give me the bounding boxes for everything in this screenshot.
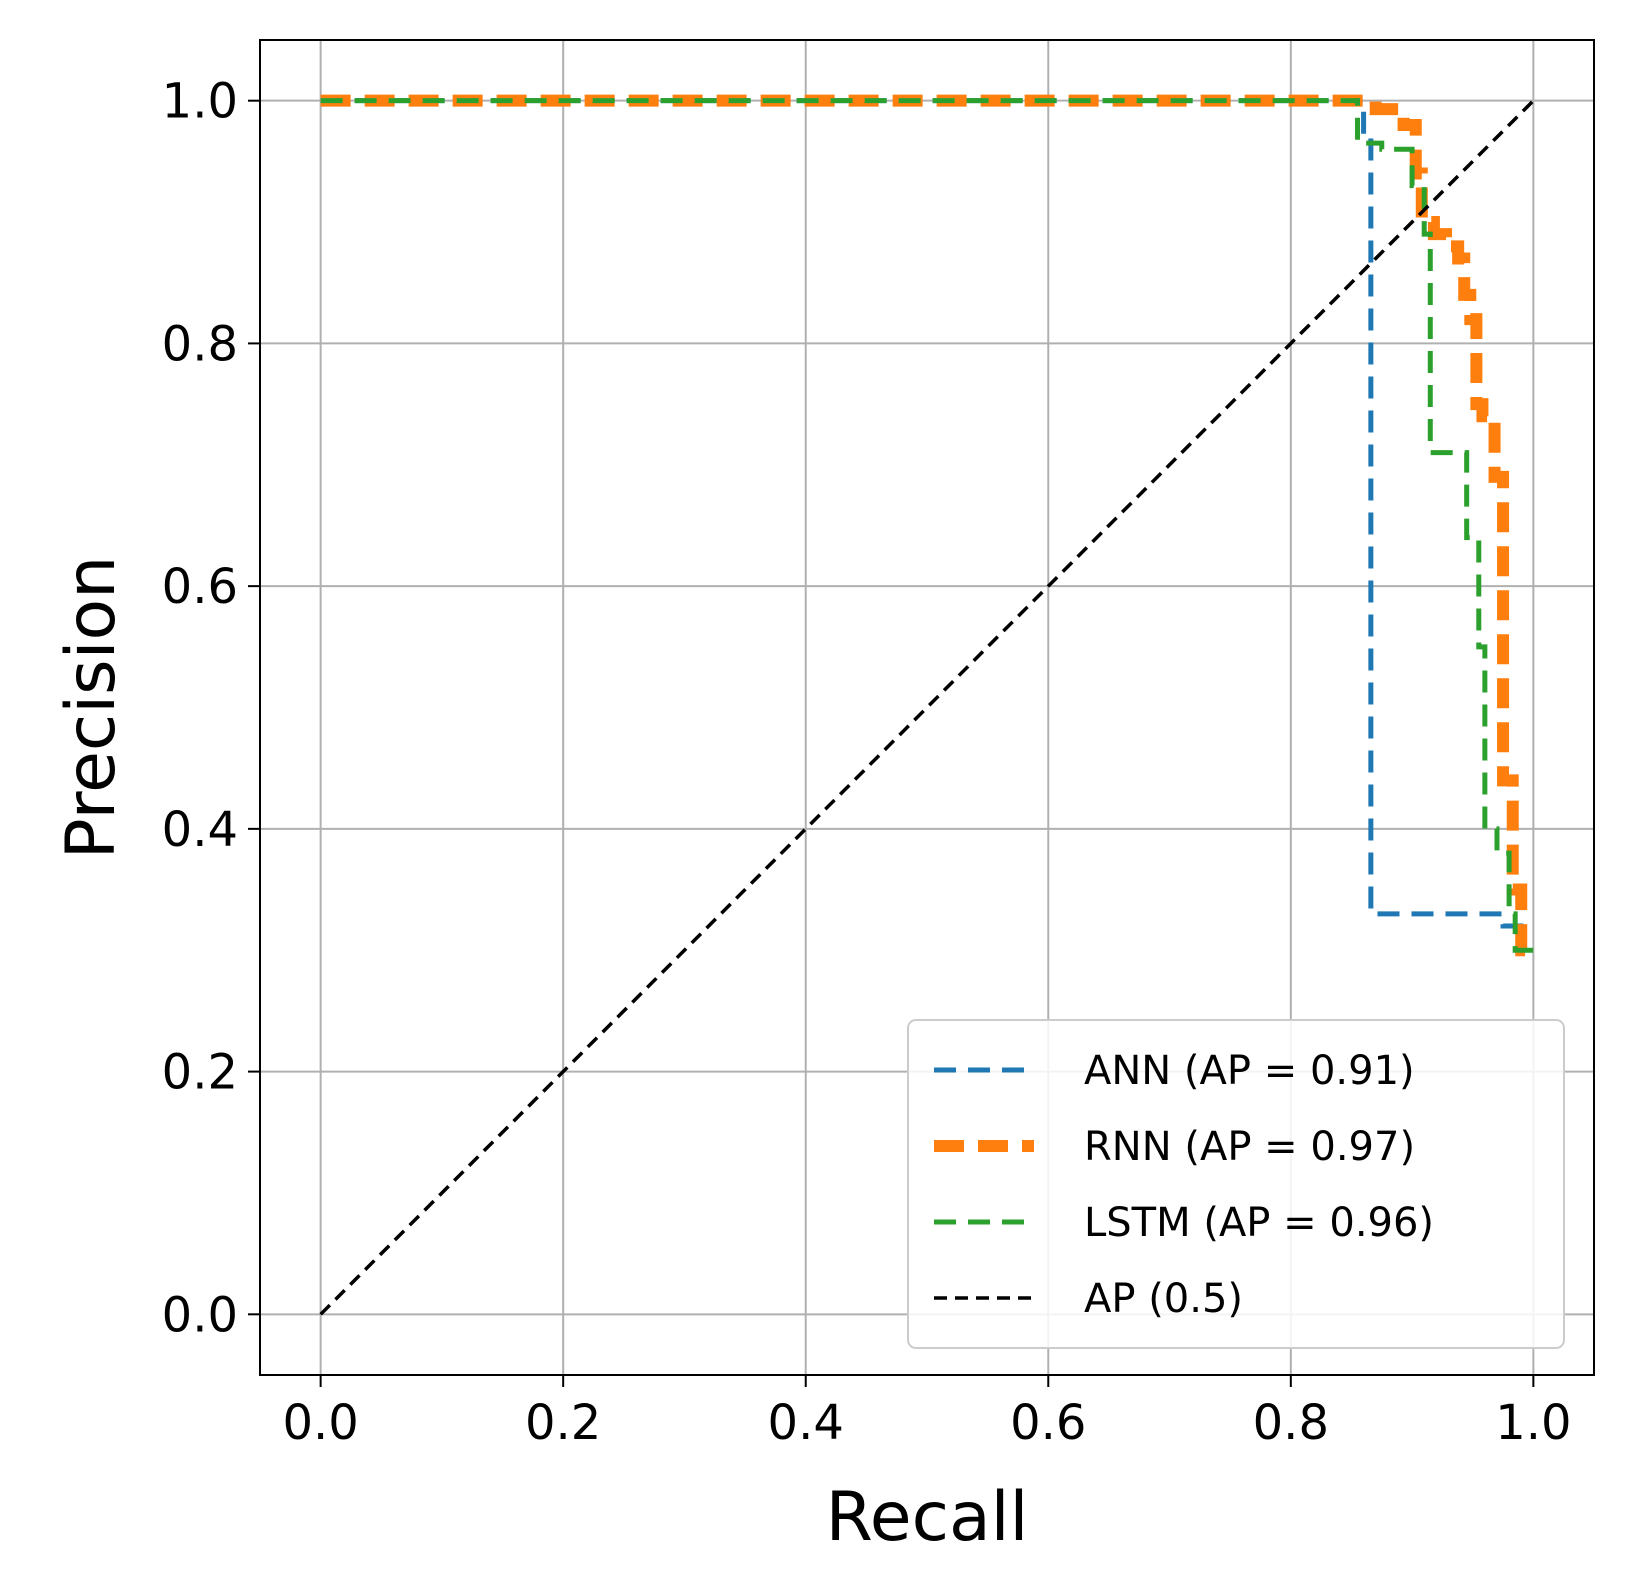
x-tick-label: 0.0 — [282, 1395, 358, 1451]
legend-label: ANN (AP = 0.91) — [1084, 1048, 1415, 1094]
plot-series — [319, 94, 1535, 1316]
y-tick-label: 0.8 — [162, 316, 238, 372]
legend-box — [907, 1019, 1565, 1349]
x-tick-label: 0.4 — [768, 1395, 844, 1451]
axis-ticks: 0.0 0.2 0.4 0.6 0.8 1.0 0.0 0.2 0.4 0.6 0.8 1.0 — [162, 74, 1572, 1451]
legend-label: LSTM (AP = 0.96) — [1084, 1200, 1434, 1246]
x-tick-label: 1.0 — [1495, 1395, 1571, 1451]
series-line-ann — [320, 98, 1534, 929]
y-tick-label: 0.2 — [162, 1045, 238, 1101]
x-axis-label: Recall — [826, 1478, 1029, 1557]
legend-label: RNN (AP = 0.97) — [1084, 1124, 1415, 1170]
legend-label: AP (0.5) — [1084, 1276, 1243, 1322]
series-line-rnn — [320, 94, 1534, 957]
y-axis-label: Precision — [52, 556, 131, 859]
x-tick-label: 0.6 — [1010, 1395, 1086, 1451]
y-tick-label: 0.4 — [162, 802, 238, 858]
x-tick-label: 0.2 — [525, 1395, 601, 1451]
series-line-lstm — [320, 98, 1534, 953]
y-tick-label: 0.0 — [162, 1287, 238, 1343]
plot-frame — [259, 39, 1595, 1376]
series-line-ap — [319, 99, 1535, 1316]
x-tick-label: 0.8 — [1253, 1395, 1329, 1451]
y-tick-label: 1.0 — [162, 74, 238, 130]
legend: ANN (AP = 0.91) RNN (AP = 0.97) LSTM (AP =… — [907, 1019, 1565, 1349]
y-tick-label: 0.6 — [162, 559, 238, 615]
